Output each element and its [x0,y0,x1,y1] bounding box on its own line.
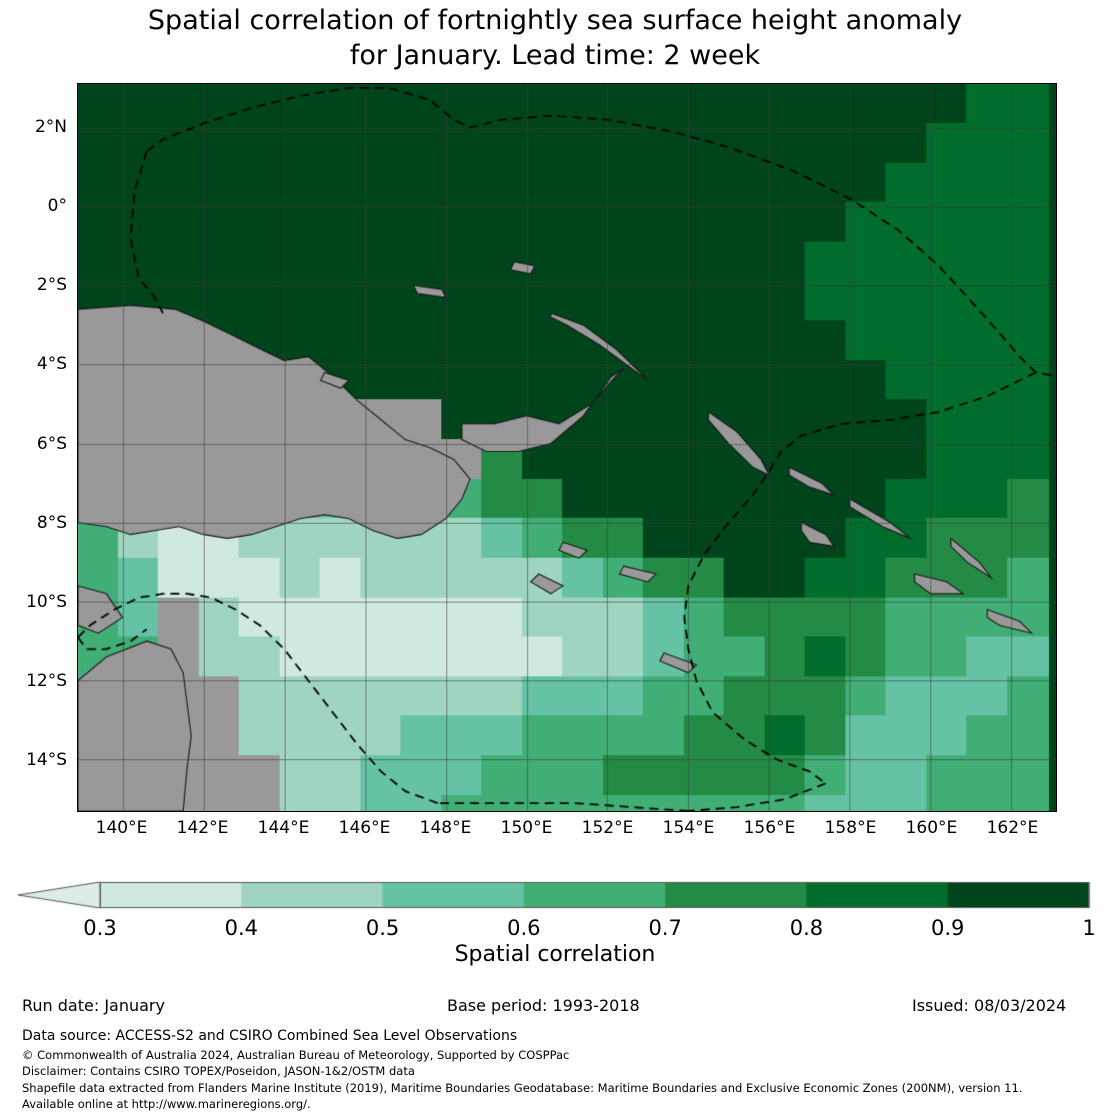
longitude-tick-label: 140°E [95,818,148,838]
colorbar-tick-label: 0.6 [507,916,541,940]
coastline-eez-overlay-canvas [78,84,1056,811]
latitude-tick-label: 0° [47,195,67,216]
longitude-tick-label: 146°E [338,818,391,838]
longitude-tick-label: 154°E [662,818,715,838]
latitude-tick-label: 6°S [36,433,67,454]
footer-meta-row: Run date: January Base period: 1993-2018… [0,996,1110,1020]
title-line-1: Spatial correlation of fortnightly sea s… [147,5,963,36]
longitude-tick-label: 142°E [176,818,229,838]
colorbar-gradient [0,876,1110,916]
colorbar-tick-label: 0.4 [224,916,258,940]
longitude-tick-label: 162°E [986,818,1039,838]
longitude-tick-label: 148°E [419,818,472,838]
colorbar-tick-label: 1 [1082,916,1096,940]
run-date: Run date: January [22,996,165,1015]
colorbar [0,876,1110,916]
fine-print-line: Shapefile data extracted from Flanders M… [22,1080,1023,1095]
latitude-tick-label: 10°S [26,592,67,613]
fine-print-line: Available online at http://www.marinereg… [22,1096,311,1111]
latitude-tick-label: 12°S [26,671,67,692]
colorbar-tick-label: 0.9 [931,916,965,940]
fine-print-line: © Commonwealth of Australia 2024, Austra… [22,1048,570,1062]
fine-print-block: © Commonwealth of Australia 2024, Austra… [22,1047,1102,1112]
latitude-tick-label: 4°S [36,354,67,375]
data-source-note: Data source: ACCESS-S2 and CSIRO Combine… [22,1028,518,1044]
longitude-tick-label: 158°E [824,818,877,838]
colorbar-tick-label: 0.5 [365,916,400,940]
colorbar-tick-label: 0.7 [648,916,682,940]
base-period: Base period: 1993-2018 [447,996,640,1015]
latitude-tick-label: 2°N [34,116,67,137]
colorbar-tick-label: 0.3 [83,916,117,940]
longitude-tick-label: 152°E [581,818,634,838]
longitude-tick-label: 160°E [905,818,958,838]
latitude-tick-label: 8°S [36,512,67,533]
longitude-tick-label: 144°E [257,818,310,838]
fine-print-line: Disclaimer: Contains CSIRO TOPEX/Poseido… [22,1064,415,1079]
colorbar-label: Spatial correlation [454,942,656,967]
longitude-tick-label: 156°E [743,818,796,838]
title-line-2: for January. Lead time: 2 week [349,39,761,71]
latitude-tick-label: 14°S [26,750,67,771]
colorbar-tick-label: 0.8 [789,916,824,940]
latitude-tick-label: 2°S [36,275,67,296]
issued-date: Issued: 08/03/2024 [912,996,1067,1015]
map-plot-area [77,83,1057,812]
figure-title: Spatial correlation of fortnightly sea s… [0,4,1110,73]
longitude-tick-label: 150°E [500,818,553,838]
